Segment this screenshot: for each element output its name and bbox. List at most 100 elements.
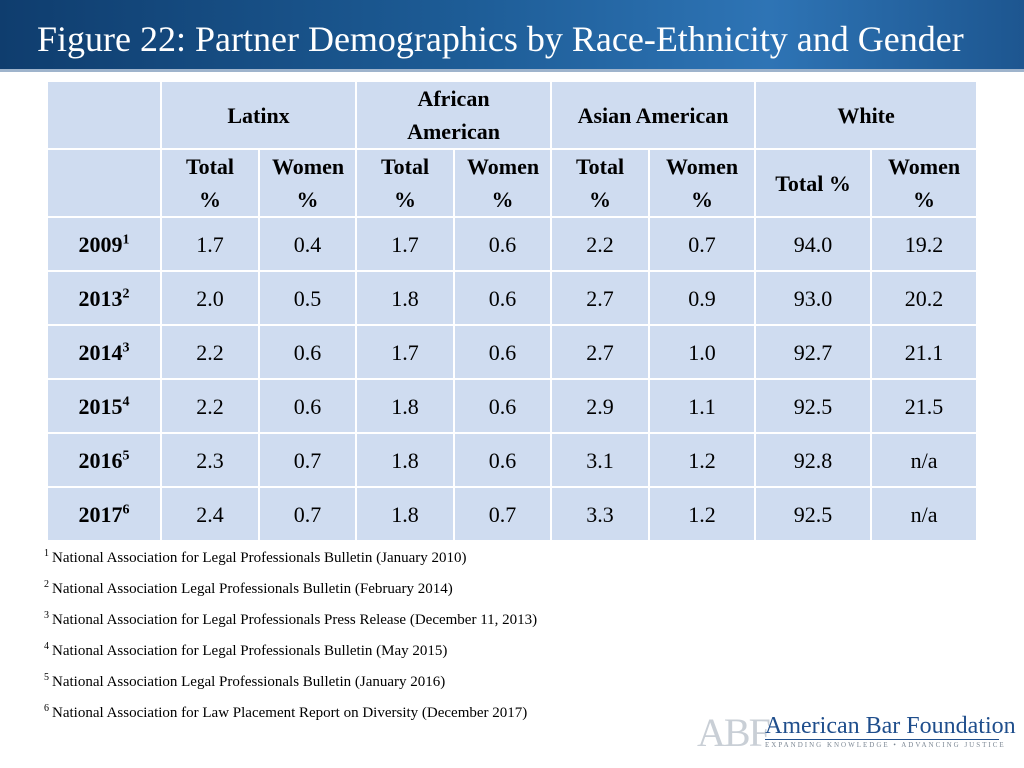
value-cell: 2.7 xyxy=(550,324,651,380)
value-cell: 2.2 xyxy=(550,216,651,272)
footnote: 2 National Association Legal Professional… xyxy=(44,574,744,605)
table-row: 20154 2.2 0.6 1.8 0.6 2.9 1.1 92.5 21.5 xyxy=(46,378,979,434)
sub-header-african-women: Women % xyxy=(453,148,553,218)
footnote-ref: 6 xyxy=(122,502,130,518)
footnote-text: National Association for Law Placement R… xyxy=(52,705,528,721)
demographics-table: Latinx African American Asian American W… xyxy=(46,80,979,542)
year-label: 2009 xyxy=(78,231,123,257)
year-label: 2013 xyxy=(78,285,123,311)
footnote-number: 3 xyxy=(44,610,49,621)
value-cell: 2.4 xyxy=(160,486,260,542)
footnote: 1 National Association for Legal Professi… xyxy=(44,543,744,574)
value-cell: 2.0 xyxy=(160,270,260,326)
value-cell: 0.7 xyxy=(648,216,757,272)
table-row: 20176 2.4 0.7 1.8 0.7 3.3 1.2 92.5 n/a xyxy=(46,486,979,542)
value-cell: 0.6 xyxy=(453,270,553,326)
footnote-number: 2 xyxy=(44,579,49,590)
year-label: 2017 xyxy=(78,501,123,527)
footnote-text: National Association for Legal Professio… xyxy=(52,612,538,628)
sub-header-asian-women: Women % xyxy=(648,148,757,218)
value-cell: 21.1 xyxy=(870,324,979,380)
value-cell: 0.9 xyxy=(648,270,757,326)
value-cell: 3.1 xyxy=(550,432,651,488)
value-cell: 94.0 xyxy=(754,216,873,272)
value-cell: 1.8 xyxy=(355,432,456,488)
footnote: 4 National Association for Legal Professi… xyxy=(44,636,744,667)
footnote-ref: 5 xyxy=(122,448,130,464)
group-header-row: Latinx African American Asian American W… xyxy=(46,80,979,150)
logo-name: American Bar Foundation xyxy=(765,713,1016,739)
table-row: 20165 2.3 0.7 1.8 0.6 3.1 1.2 92.8 n/a xyxy=(46,432,979,488)
value-cell: 0.5 xyxy=(257,270,358,326)
value-cell: 2.9 xyxy=(550,378,651,434)
footnote-number: 6 xyxy=(44,703,49,714)
logo-abbr: ABF xyxy=(697,710,771,755)
corner-cell xyxy=(46,80,162,150)
value-cell: 2.7 xyxy=(550,270,651,326)
value-cell: 1.8 xyxy=(355,270,456,326)
value-cell: 0.7 xyxy=(453,486,553,542)
year-cell: 20165 xyxy=(46,432,162,488)
year-cell: 20154 xyxy=(46,378,162,434)
value-cell: 0.6 xyxy=(453,216,553,272)
table-row: 20143 2.2 0.6 1.7 0.6 2.7 1.0 92.7 21.1 xyxy=(46,324,979,380)
sub-header-row: Total % Women % Total % Women % Total % … xyxy=(46,148,979,218)
value-cell: 0.6 xyxy=(453,378,553,434)
value-cell: 92.5 xyxy=(754,378,873,434)
year-cell: 20143 xyxy=(46,324,162,380)
footnote-text: National Association Legal Professionals… xyxy=(52,581,453,597)
value-cell: n/a xyxy=(870,432,979,488)
footnote-ref: 1 xyxy=(122,232,130,248)
value-cell: 0.6 xyxy=(453,324,553,380)
table-row: 20091 1.7 0.4 1.7 0.6 2.2 0.7 94.0 19.2 xyxy=(46,216,979,272)
value-cell: 1.0 xyxy=(648,324,757,380)
value-cell: 2.3 xyxy=(160,432,260,488)
value-cell: 0.7 xyxy=(257,432,358,488)
footnote-text: National Association for Legal Professio… xyxy=(52,643,448,659)
value-cell: 1.2 xyxy=(648,432,757,488)
value-cell: 19.2 xyxy=(870,216,979,272)
year-label: 2016 xyxy=(78,447,123,473)
value-cell: 21.5 xyxy=(870,378,979,434)
logo-rule xyxy=(765,739,999,740)
value-cell: 2.2 xyxy=(160,324,260,380)
footnotes: 1 National Association for Legal Professi… xyxy=(44,543,744,729)
value-cell: 1.8 xyxy=(355,378,456,434)
footnote: 5 National Association Legal Professional… xyxy=(44,667,744,698)
sub-header-african-total: Total % xyxy=(355,148,456,218)
value-cell: 92.8 xyxy=(754,432,873,488)
corner-cell xyxy=(46,148,162,218)
value-cell: 20.2 xyxy=(870,270,979,326)
value-cell: 1.1 xyxy=(648,378,757,434)
year-label: 2014 xyxy=(78,339,123,365)
logo-tagline: EXPANDING KNOWLEDGE • ADVANCING JUSTICE xyxy=(765,741,1006,749)
value-cell: 1.8 xyxy=(355,486,456,542)
footnote: 6 National Association for Law Placement … xyxy=(44,698,744,729)
footnote-text: National Association Legal Professionals… xyxy=(52,674,446,690)
year-label: 2015 xyxy=(78,393,123,419)
value-cell: 0.4 xyxy=(257,216,358,272)
footnote-number: 4 xyxy=(44,641,49,652)
year-cell: 20091 xyxy=(46,216,162,272)
value-cell: n/a xyxy=(870,486,979,542)
year-cell: 20132 xyxy=(46,270,162,326)
value-cell: 93.0 xyxy=(754,270,873,326)
footnote-text: National Association for Legal Professio… xyxy=(52,550,467,566)
title-bar: Figure 22: Partner Demographics by Race-… xyxy=(0,0,1024,72)
footnote-ref: 4 xyxy=(122,394,130,410)
value-cell: 0.7 xyxy=(257,486,358,542)
group-header-asian-american: Asian American xyxy=(550,80,757,150)
sub-header-white-women: Women % xyxy=(870,148,979,218)
value-cell: 92.7 xyxy=(754,324,873,380)
group-header-latinx: Latinx xyxy=(159,80,358,150)
footnote-number: 5 xyxy=(44,672,49,683)
value-cell: 1.7 xyxy=(160,216,260,272)
value-cell: 1.7 xyxy=(355,324,456,380)
page-title: Figure 22: Partner Demographics by Race-… xyxy=(37,19,964,59)
group-header-white: White xyxy=(754,80,979,150)
value-cell: 3.3 xyxy=(550,486,651,542)
year-cell: 20176 xyxy=(46,486,162,542)
sub-header-asian-total: Total % xyxy=(550,148,651,218)
value-cell: 2.2 xyxy=(160,378,260,434)
value-cell: 0.6 xyxy=(257,324,358,380)
